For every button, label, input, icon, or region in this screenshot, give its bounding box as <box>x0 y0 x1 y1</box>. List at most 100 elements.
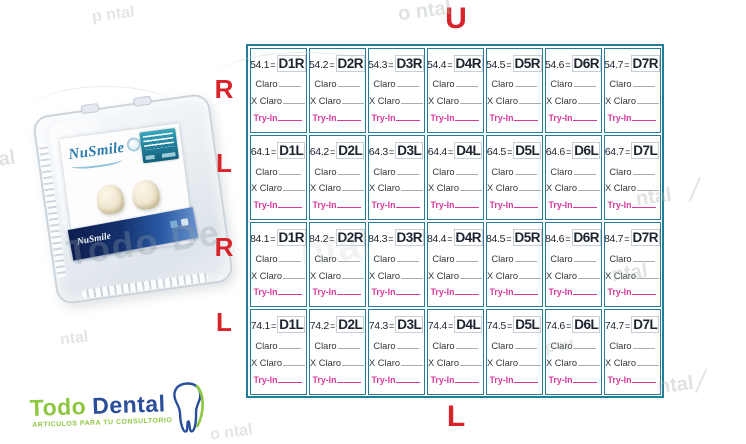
try-in-field: Try-In <box>549 287 598 297</box>
claro-label: Claro <box>550 341 573 351</box>
claro-label: Claro <box>314 253 337 264</box>
try-in-field: Try-In <box>254 287 303 297</box>
claro-label: Claro <box>314 341 337 351</box>
shade-cell: 64.2= D2L Claro X Claro Try-In <box>308 134 366 220</box>
cell-equals: = <box>506 321 513 332</box>
x-claro-label: X Claro <box>546 270 578 281</box>
cell-number: 74.7 <box>604 320 625 333</box>
cell-code-line: 64.2= D2L <box>310 141 365 160</box>
claro-blank-line <box>573 79 596 88</box>
try-in-blank-line <box>396 375 421 383</box>
try-in-label: Try-In <box>548 374 573 385</box>
claro-field: Claro <box>373 254 419 264</box>
try-in-label: Try-In <box>607 374 632 385</box>
cell-equals: = <box>447 146 454 157</box>
cell-code: D1R <box>276 54 306 72</box>
x-claro-blank-line <box>342 358 365 366</box>
watermark-text: tal <box>0 146 17 172</box>
cell-equals: = <box>270 146 277 157</box>
x-claro-field: X Claro <box>310 358 365 368</box>
cell-equals: = <box>329 321 336 332</box>
band-icon <box>180 218 189 227</box>
x-claro-blank-line <box>401 183 424 192</box>
try-in-field: Try-In <box>254 375 303 385</box>
x-claro-field: X Claro <box>605 183 660 193</box>
claro-blank-line <box>278 341 301 349</box>
x-claro-label: X Claro <box>369 270 401 281</box>
try-in-label: Try-In <box>607 200 632 210</box>
x-claro-label: X Claro <box>605 357 637 368</box>
x-claro-blank-line <box>283 358 306 366</box>
x-claro-field: X Claro <box>369 183 424 193</box>
cell-code-line: 74.2= D2L <box>310 316 365 334</box>
cell-code-line: 64.3= D3L <box>369 141 424 160</box>
cell-code-line: 74.6= D6L <box>546 316 601 334</box>
try-in-label: Try-In <box>253 374 278 385</box>
try-in-blank-line <box>573 113 598 121</box>
x-claro-blank-line <box>578 96 601 104</box>
x-claro-field: X Claro <box>428 183 483 193</box>
cell-code-line: 64.6= D6L <box>546 141 601 160</box>
try-in-field: Try-In <box>254 113 303 123</box>
shade-cell: 84.7= D7R Claro X Claro Try-In <box>603 222 661 308</box>
cell-code-line: 74.7= D7L <box>605 316 660 334</box>
x-claro-label: X Claro <box>369 357 401 368</box>
try-in-label: Try-In <box>312 374 337 385</box>
cell-equals: = <box>565 146 572 157</box>
cell-code-line: 74.5= D5L <box>487 316 542 334</box>
cell-equals: = <box>270 234 276 244</box>
try-in-label: Try-In <box>548 200 573 210</box>
shade-cell: 64.1= D1L Claro X Claro Try-In <box>249 134 307 220</box>
cell-code: D2R <box>335 229 365 246</box>
claro-blank-line <box>514 167 537 175</box>
claro-blank-line <box>632 341 655 349</box>
shade-cell: 64.7= D7L Claro X Claro Try-In <box>603 134 661 220</box>
cell-number: 54.2 <box>308 58 329 71</box>
try-in-blank-line <box>573 200 598 208</box>
x-claro-blank-line <box>460 271 483 279</box>
cell-number: 64.5 <box>486 145 507 158</box>
x-claro-blank-line <box>519 183 542 192</box>
try-in-field: Try-In <box>313 375 362 385</box>
band-brand-name: NuSmile <box>76 231 112 248</box>
cell-code-line: 64.5= D5L <box>486 141 542 160</box>
x-claro-field: X Claro <box>251 96 306 106</box>
claro-field: Claro <box>491 79 537 89</box>
upper-arch-label: U <box>445 2 467 35</box>
try-in-blank-line <box>455 113 480 121</box>
cell-code: D4R <box>453 54 483 72</box>
shade-cell: 54.1= D1R Claro X Claro Try-In <box>249 47 307 133</box>
try-in-field: Try-In <box>549 200 598 210</box>
x-claro-field: X Claro <box>310 183 365 193</box>
claro-label: Claro <box>373 341 396 351</box>
shade-cell: 74.1= D1L Claro X Claro Try-In <box>249 309 307 395</box>
try-in-label: Try-In <box>607 112 632 123</box>
cell-code-line: 64.1= D1L <box>251 141 306 160</box>
claro-blank-line <box>396 79 419 88</box>
cell-code-line: 54.4= D4R <box>428 54 483 73</box>
cell-code: D4R <box>453 229 483 246</box>
shade-cell: 84.5= D5R Claro X Claro Try-In <box>485 222 543 308</box>
product-case: NuSmile NuSmile <box>31 92 235 306</box>
claro-blank-line <box>573 341 596 349</box>
cell-equals: = <box>447 234 453 244</box>
try-in-field: Try-In <box>608 375 657 385</box>
cell-number: 84.5 <box>485 233 506 245</box>
cell-code-line: 54.7= D7R <box>605 54 660 73</box>
claro-field: Claro <box>314 79 360 89</box>
claro-blank-line <box>455 341 478 349</box>
try-in-label: Try-In <box>253 287 278 298</box>
cell-equals: = <box>447 321 454 332</box>
try-in-field: Try-In <box>431 375 480 385</box>
shade-cell: 84.2= D2R Claro X Claro Try-In <box>308 222 366 308</box>
try-in-blank-line <box>514 113 539 121</box>
watermark-text: p ntal <box>91 3 136 26</box>
try-in-field: Try-In <box>490 200 539 210</box>
claro-label: Claro <box>432 341 455 351</box>
cell-equals: = <box>565 234 571 244</box>
claro-blank-line <box>455 167 478 175</box>
cell-equals: = <box>506 146 513 157</box>
claro-blank-line <box>396 341 419 349</box>
x-claro-blank-line <box>460 183 483 192</box>
